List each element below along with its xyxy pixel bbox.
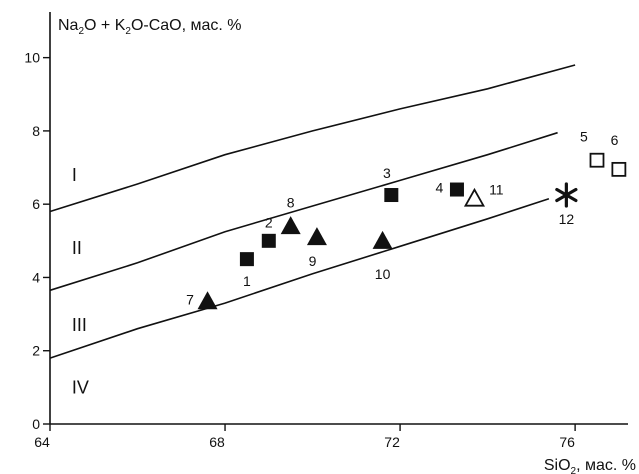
boundary-line-2 bbox=[49, 131, 558, 292]
data-point-5 bbox=[589, 152, 605, 168]
y-axis-label-sub: 2 bbox=[78, 26, 84, 37]
data-point-3 bbox=[384, 188, 399, 203]
point-label-3: 3 bbox=[383, 165, 391, 181]
point-label-6: 6 bbox=[611, 132, 619, 148]
data-point-6 bbox=[611, 161, 627, 177]
point-label-8: 8 bbox=[287, 194, 295, 210]
point-label-10: 10 bbox=[375, 266, 391, 282]
data-point-1 bbox=[239, 252, 254, 267]
field-label: I bbox=[72, 165, 77, 185]
point-label-7: 7 bbox=[186, 291, 194, 307]
point-label-12: 12 bbox=[559, 211, 575, 227]
y-tick-label: 10 bbox=[24, 50, 40, 66]
x-tick-label: 68 bbox=[209, 434, 225, 450]
point-label-5: 5 bbox=[580, 128, 588, 144]
x-axis-label: SiO2, мас. % bbox=[544, 457, 636, 474]
x-tick-label: 76 bbox=[559, 434, 575, 450]
y-tick-label: 8 bbox=[32, 123, 40, 139]
y-axis-label-part: Na bbox=[58, 17, 79, 34]
y-axis-label-sub: 2 bbox=[125, 26, 131, 37]
y-axis-label-part: O + K bbox=[84, 17, 126, 34]
y-axis-label-part: O-CaO, мас. % bbox=[131, 17, 242, 34]
axes bbox=[49, 12, 628, 425]
data-point-2 bbox=[261, 233, 276, 248]
boundary-line-3 bbox=[49, 197, 550, 359]
x-tick-label: 72 bbox=[384, 434, 400, 450]
point-label-1: 1 bbox=[243, 273, 251, 289]
data-point-11 bbox=[463, 187, 486, 207]
data-point-12 bbox=[555, 182, 578, 208]
data-point-7 bbox=[197, 291, 218, 310]
data-point-10 bbox=[372, 230, 393, 249]
point-label-2: 2 bbox=[265, 215, 273, 231]
data-point-8 bbox=[280, 216, 301, 235]
y-tick-label: 2 bbox=[32, 343, 40, 359]
x-tick-label: 64 bbox=[34, 434, 50, 450]
boundary-line-1 bbox=[49, 64, 576, 213]
y-tick-label: 6 bbox=[32, 196, 40, 212]
y-tick-label: 4 bbox=[32, 269, 40, 285]
x-axis-label-part: SiO bbox=[544, 457, 571, 474]
y-tick-label: 0 bbox=[32, 416, 40, 432]
data-point-4 bbox=[449, 182, 464, 197]
point-label-11: 11 bbox=[489, 182, 504, 198]
x-axis-label-part: , мас. % bbox=[576, 457, 636, 474]
data-point-9 bbox=[306, 227, 327, 246]
field-boundaries bbox=[49, 64, 576, 359]
y-axis-label: Na2O + K2O-CaO, мас. % bbox=[58, 17, 242, 37]
x-axis-label-sub: 2 bbox=[571, 466, 577, 474]
data-points bbox=[197, 152, 627, 310]
field-label: III bbox=[72, 315, 87, 335]
point-label-9: 9 bbox=[309, 253, 317, 269]
field-label: II bbox=[72, 238, 82, 258]
point-label-4: 4 bbox=[436, 180, 444, 196]
field-label: IV bbox=[72, 377, 89, 397]
